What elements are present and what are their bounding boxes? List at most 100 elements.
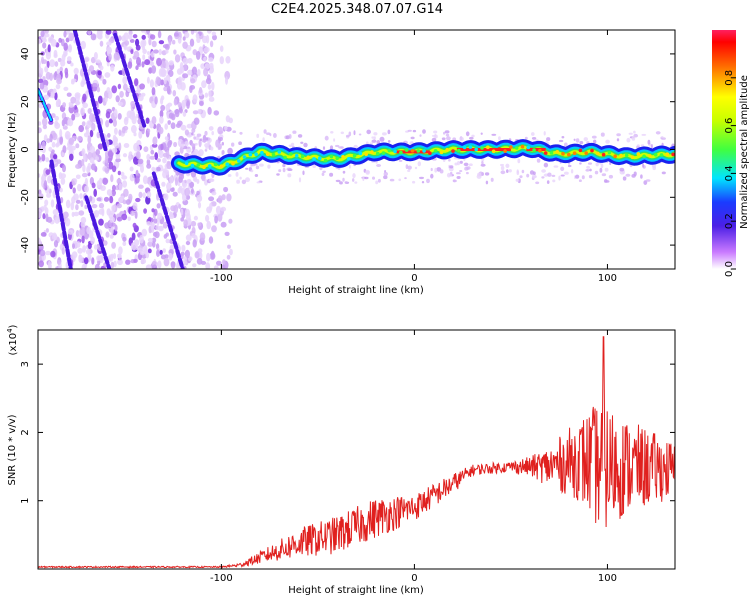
noise-speck — [122, 76, 128, 85]
colorbar-tick-label: 0.6 — [724, 118, 735, 134]
noise-speck — [155, 225, 160, 231]
noise-speck — [71, 78, 77, 83]
noise-speck — [157, 30, 162, 39]
noise-speck — [287, 173, 292, 178]
noise-speck — [353, 130, 356, 136]
track-blob — [578, 148, 583, 153]
noise-speck — [95, 149, 101, 156]
noise-speck — [193, 215, 198, 221]
noise-speck — [113, 253, 117, 260]
noise-speck — [71, 113, 76, 121]
noise-speck — [581, 175, 585, 180]
noise-speck — [106, 208, 111, 216]
noise-speck — [129, 38, 135, 43]
noise-speck — [468, 163, 473, 166]
noise-speck — [220, 206, 227, 212]
noise-speck — [98, 202, 105, 209]
noise-speck — [94, 244, 98, 250]
noise-speck — [631, 136, 636, 141]
noise-speck — [153, 218, 158, 224]
noise-speck — [558, 139, 564, 143]
noise-speck — [38, 173, 41, 178]
noise-speck — [588, 174, 593, 179]
noise-speck — [172, 191, 178, 197]
spectrogram-y-tick-label: -20 — [20, 189, 31, 205]
noise-speck — [238, 141, 243, 145]
noise-speck — [131, 232, 136, 241]
noise-speck — [199, 232, 206, 242]
noise-speck — [122, 236, 127, 242]
noise-speck — [56, 73, 62, 82]
noise-speck — [560, 166, 565, 171]
noise-speck — [589, 168, 592, 172]
noise-speck — [292, 130, 297, 134]
noise-speck — [185, 240, 191, 246]
noise-speck — [96, 131, 101, 139]
noise-speck — [128, 33, 133, 40]
noise-speck — [204, 92, 209, 98]
noise-speck — [196, 133, 202, 137]
noise-speck — [256, 181, 261, 184]
noise-speck — [122, 199, 127, 205]
noise-speck — [123, 143, 130, 148]
noise-speck — [312, 164, 317, 168]
noise-speck — [162, 221, 168, 229]
noise-speck — [136, 56, 141, 66]
track-blob — [468, 145, 473, 149]
noise-speck — [79, 68, 85, 77]
noise-speck — [102, 177, 108, 185]
noise-speck — [335, 144, 340, 148]
noise-speck — [38, 38, 42, 45]
noise-speck — [154, 152, 159, 161]
noise-speck — [330, 131, 334, 134]
noise-speck — [348, 164, 351, 169]
colorbar-tick-label: 0.0 — [724, 261, 735, 277]
noise-speck — [205, 214, 210, 222]
noise-speck — [43, 180, 48, 189]
noise-speck — [190, 78, 196, 84]
noise-speck — [70, 62, 74, 67]
snr-x-axis-label: Height of straight line (km) — [288, 585, 424, 596]
noise-speck — [543, 131, 546, 136]
noise-speck — [69, 153, 74, 161]
track-blob — [451, 149, 455, 153]
noise-speck — [89, 195, 93, 202]
noise-speck — [232, 130, 237, 133]
noise-speck — [578, 179, 582, 182]
noise-speck — [117, 259, 123, 266]
noise-speck — [156, 158, 161, 163]
noise-speck — [115, 95, 120, 103]
noise-speck — [109, 210, 115, 215]
noise-speck — [133, 50, 140, 59]
noise-speck — [170, 261, 176, 269]
noise-speck — [96, 255, 102, 262]
noise-speck — [121, 175, 128, 180]
noise-speck — [131, 125, 137, 134]
noise-speck — [256, 133, 260, 138]
noise-speck — [344, 181, 348, 184]
noise-speck — [163, 77, 167, 85]
noise-speck — [194, 136, 200, 141]
noise-speck — [239, 176, 242, 180]
noise-speck — [515, 178, 520, 182]
track-blob — [306, 155, 311, 160]
noise-speck — [245, 167, 249, 170]
noise-speck — [661, 136, 664, 139]
noise-speck — [145, 117, 150, 124]
noise-speck — [419, 176, 424, 180]
noise-speck — [189, 38, 195, 47]
noise-speck — [177, 102, 182, 108]
track-blob — [213, 162, 218, 167]
track-blob — [445, 148, 450, 152]
noise-speck — [68, 44, 72, 53]
noise-speck — [352, 173, 356, 179]
noise-speck — [54, 115, 59, 121]
noise-speck — [41, 56, 44, 65]
noise-speck — [158, 126, 164, 135]
noise-speck — [267, 164, 271, 169]
noise-speck — [188, 179, 192, 183]
noise-speck — [78, 125, 84, 133]
noise-speck — [661, 171, 666, 175]
noise-speck — [197, 222, 202, 227]
track-blob — [480, 146, 484, 150]
